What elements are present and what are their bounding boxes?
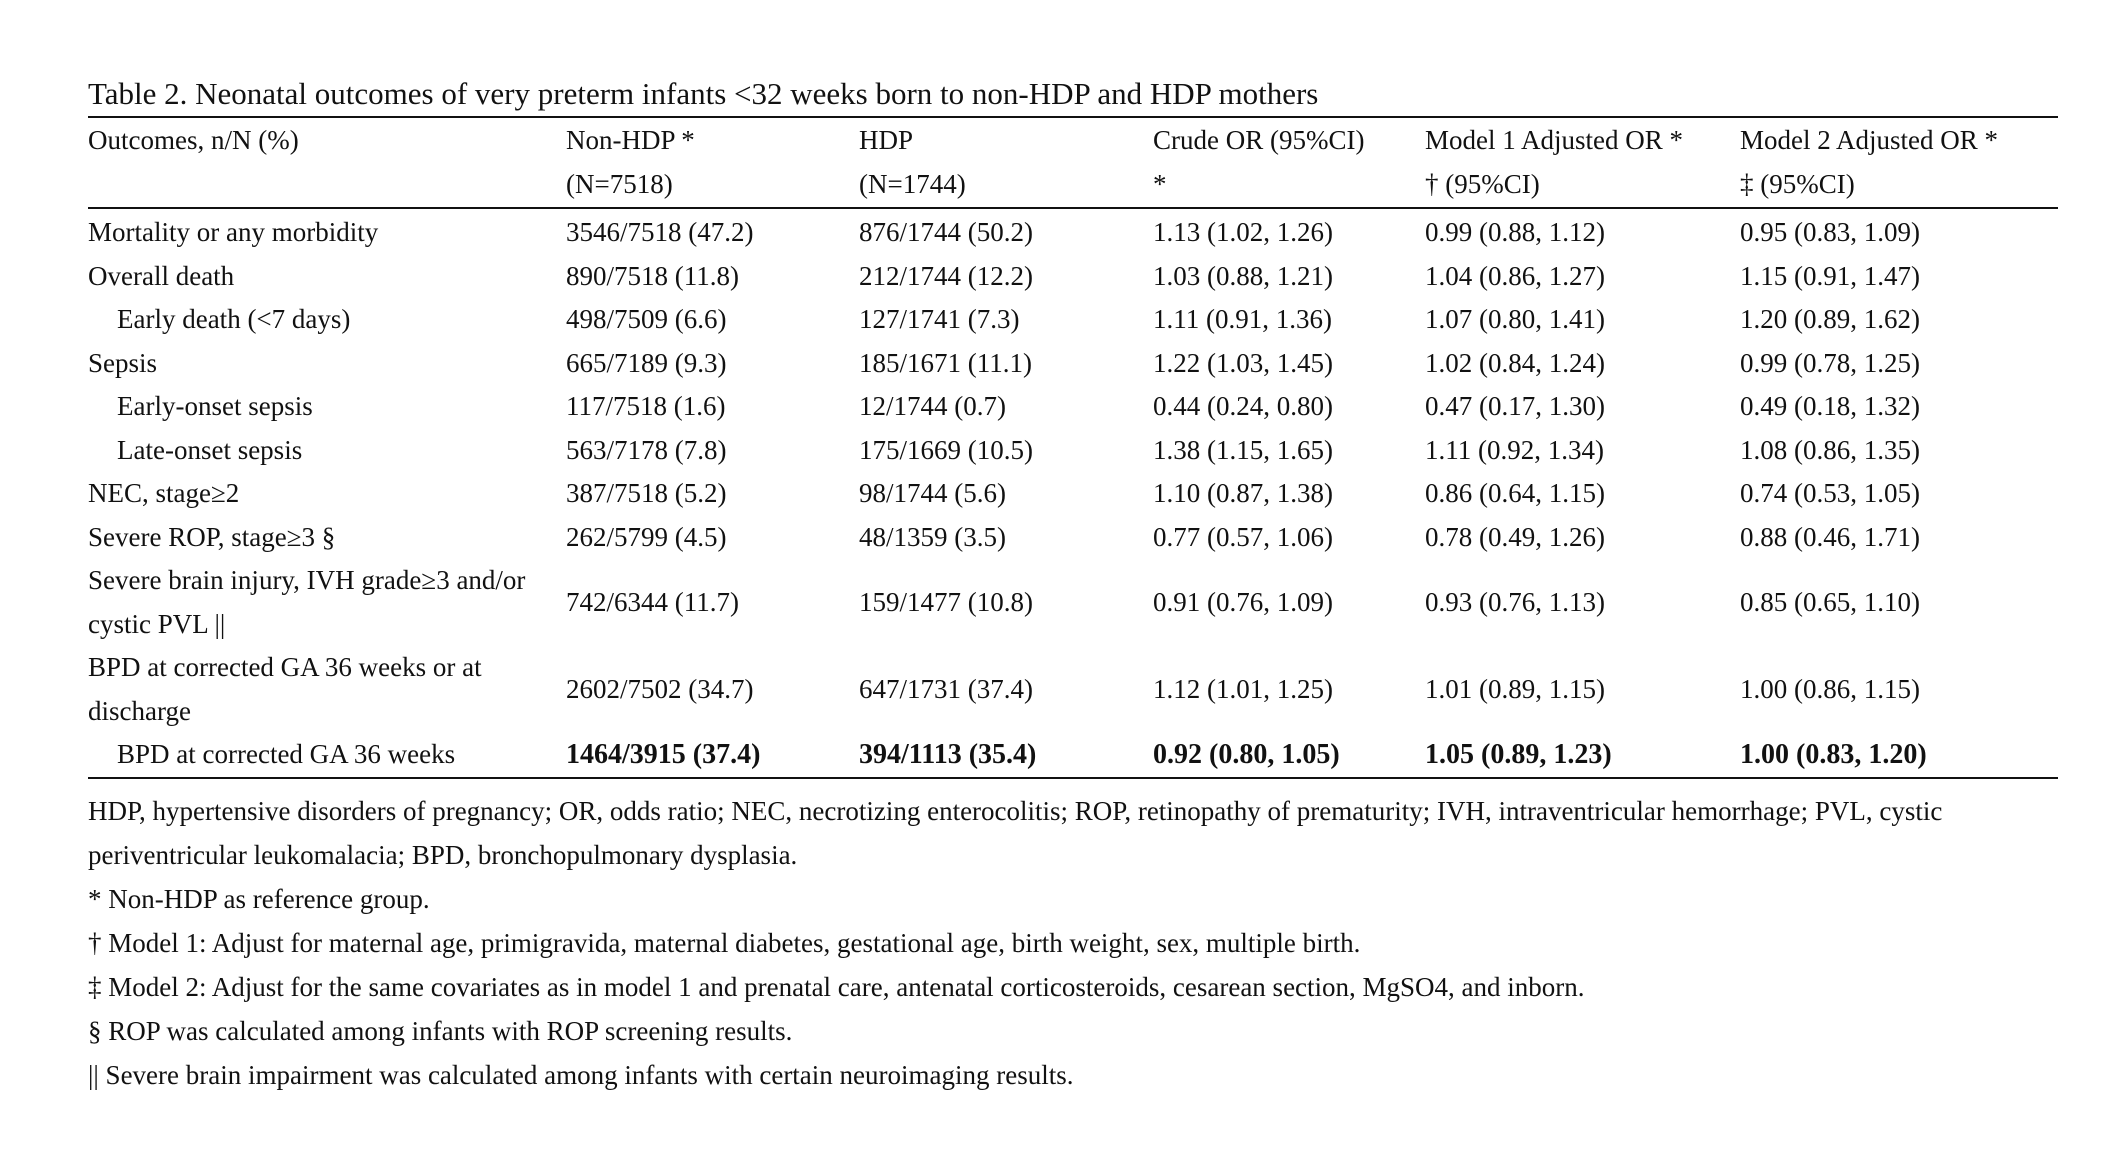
header-hdp: HDP (N=1744)	[859, 125, 966, 199]
non-hdp-value: 890/7518 (11.8)	[566, 260, 739, 291]
outcome-label: Late-onset sepsis	[117, 434, 303, 465]
model1-or-value: 1.02 (0.84, 1.24)	[1425, 347, 1605, 378]
outcome-label: Severe brain injury, IVH grade≥3 and/or …	[88, 565, 526, 639]
crude-or-value: 0.44 (0.24, 0.80)	[1153, 391, 1333, 421]
crude-or-value: 1.38 (1.15, 1.65)	[1153, 434, 1333, 465]
model2-or-value: 0.88 (0.46, 1.71)	[1740, 521, 1920, 552]
model2-or-value: 1.00 (0.83, 1.20)	[1740, 739, 1927, 770]
model2-or-value: 1.20 (0.89, 1.62)	[1740, 304, 1920, 334]
model2-or-value: 1.00 (0.86, 1.15)	[1740, 673, 1920, 704]
model2-or-value: 0.74 (0.53, 1.05)	[1740, 478, 1920, 508]
model1-or-value: 1.04 (0.86, 1.27)	[1425, 260, 1605, 291]
table-footnotes: HDP, hypertensive disorders of pregnancy…	[88, 789, 2058, 1097]
model1-or-value: 0.86 (0.64, 1.15)	[1425, 478, 1605, 508]
table-row: Early-onset sepsis 117/7518 (1.6) 12/174…	[88, 385, 2058, 429]
model1-or-value: 0.99 (0.88, 1.12)	[1425, 217, 1605, 247]
abbreviations-note: HDP, hypertensive disorders of pregnancy…	[88, 795, 1943, 870]
header-model1-or: Model 1 Adjusted OR * † (95%CI)	[1425, 125, 1684, 199]
table-row: Severe brain injury, IVH grade≥3 and/or …	[88, 559, 2058, 646]
non-hdp-value: 3546/7518 (47.2)	[566, 217, 754, 247]
outcome-label: BPD at corrected GA 36 weeks or at disch…	[88, 652, 482, 726]
table-row: Early death (<7 days) 498/7509 (6.6) 127…	[88, 298, 2058, 342]
model1-or-value: 1.11 (0.92, 1.34)	[1425, 434, 1604, 465]
rop-note: § ROP was calculated among infants with …	[88, 1015, 793, 1046]
crude-or-value: 1.10 (0.87, 1.38)	[1153, 478, 1333, 508]
hdp-value: 185/1671 (11.1)	[859, 347, 1032, 378]
model1-or-value: 0.93 (0.76, 1.13)	[1425, 586, 1605, 617]
model2-or-value: 1.15 (0.91, 1.47)	[1740, 260, 1920, 291]
brain-impairment-note: || Severe brain impairment was calculate…	[88, 1059, 1074, 1090]
table-row: NEC, stage≥2 387/7518 (5.2) 98/1744 (5.6…	[88, 472, 2058, 516]
crude-or-value: 1.11 (0.91, 1.36)	[1153, 304, 1332, 334]
non-hdp-value: 563/7178 (7.8)	[566, 434, 727, 465]
crude-or-value: 0.77 (0.57, 1.06)	[1153, 521, 1333, 552]
model2-or-value: 0.99 (0.78, 1.25)	[1740, 347, 1920, 378]
document: Table 2. Neonatal outcomes of very prete…	[88, 72, 2058, 1097]
table-row: Sepsis 665/7189 (9.3) 185/1671 (11.1) 1.…	[88, 342, 2058, 386]
model2-or-value: 0.85 (0.65, 1.10)	[1740, 586, 1920, 617]
header-crude-or: Crude OR (95%CI) *	[1153, 125, 1365, 199]
model1-or-value: 0.78 (0.49, 1.26)	[1425, 521, 1605, 552]
non-hdp-value: 2602/7502 (34.7)	[566, 673, 754, 704]
outcome-label: Mortality or any morbidity	[88, 217, 379, 247]
hdp-value: 647/1731 (37.4)	[859, 673, 1033, 704]
model2-note: ‡ Model 2: Adjust for the same covariate…	[88, 971, 1585, 1002]
model1-or-value: 0.47 (0.17, 1.30)	[1425, 391, 1605, 421]
non-hdp-value: 665/7189 (9.3)	[566, 347, 727, 378]
model1-or-value: 1.05 (0.89, 1.23)	[1425, 739, 1612, 770]
table-row: Mortality or any morbidity 3546/7518 (47…	[88, 208, 2058, 255]
header-model2-or: Model 2 Adjusted OR * ‡ (95%CI)	[1740, 125, 1999, 199]
non-hdp-value: 1464/3915 (37.4)	[566, 739, 761, 770]
model2-or-value: 0.95 (0.83, 1.09)	[1740, 217, 1920, 247]
model1-or-value: 1.07 (0.80, 1.41)	[1425, 304, 1605, 334]
table-row: BPD at corrected GA 36 weeks or at disch…	[88, 646, 2058, 733]
reference-group-note: * Non-HDP as reference group.	[88, 883, 430, 914]
outcome-label: Sepsis	[88, 347, 158, 378]
table-header-row: Outcomes, n/N (%) Non-HDP * (N=7518) HDP…	[88, 117, 2058, 208]
crude-or-value: 0.91 (0.76, 1.09)	[1153, 586, 1333, 617]
non-hdp-value: 742/6344 (11.7)	[566, 586, 739, 617]
non-hdp-value: 498/7509 (6.6)	[566, 304, 727, 334]
hdp-value: 12/1744 (0.7)	[859, 391, 1006, 421]
non-hdp-value: 262/5799 (4.5)	[566, 521, 727, 552]
table-row: Severe ROP, stage≥3 § 262/5799 (4.5) 48/…	[88, 516, 2058, 560]
hdp-value: 127/1741 (7.3)	[859, 304, 1020, 334]
crude-or-value: 0.92 (0.80, 1.05)	[1153, 739, 1340, 770]
table-row: Overall death 890/7518 (11.8) 212/1744 (…	[88, 255, 2058, 299]
table-title: Table 2. Neonatal outcomes of very prete…	[88, 76, 1319, 111]
model2-or-value: 0.49 (0.18, 1.32)	[1740, 391, 1920, 421]
table-row: Late-onset sepsis 563/7178 (7.8) 175/166…	[88, 429, 2058, 473]
outcomes-table: Outcomes, n/N (%) Non-HDP * (N=7518) HDP…	[88, 116, 2058, 779]
table-row: BPD at corrected GA 36 weeks 1464/3915 (…	[88, 733, 2058, 778]
hdp-value: 159/1477 (10.8)	[859, 586, 1033, 617]
hdp-value: 98/1744 (5.6)	[859, 478, 1006, 508]
outcome-label: Early-onset sepsis	[117, 391, 313, 421]
header-non-hdp: Non-HDP * (N=7518)	[566, 125, 695, 199]
hdp-value: 212/1744 (12.2)	[859, 260, 1033, 291]
crude-or-value: 1.13 (1.02, 1.26)	[1153, 217, 1333, 247]
hdp-value: 175/1669 (10.5)	[859, 434, 1033, 465]
outcome-label: Early death (<7 days)	[117, 304, 351, 334]
outcome-label: NEC, stage≥2	[88, 478, 240, 508]
outcome-label: Severe ROP, stage≥3 §	[88, 521, 336, 552]
crude-or-value: 1.12 (1.01, 1.25)	[1153, 673, 1333, 704]
hdp-value: 394/1113 (35.4)	[859, 739, 1037, 770]
outcome-label: Overall death	[88, 260, 235, 291]
header-outcomes: Outcomes, n/N (%)	[88, 125, 299, 155]
non-hdp-value: 387/7518 (5.2)	[566, 478, 727, 508]
hdp-value: 48/1359 (3.5)	[859, 521, 1006, 552]
outcome-label: BPD at corrected GA 36 weeks	[117, 739, 456, 769]
crude-or-value: 1.22 (1.03, 1.45)	[1153, 347, 1333, 378]
model1-note: † Model 1: Adjust for maternal age, prim…	[88, 927, 1361, 958]
hdp-value: 876/1744 (50.2)	[859, 217, 1033, 247]
model1-or-value: 1.01 (0.89, 1.15)	[1425, 673, 1605, 704]
model2-or-value: 1.08 (0.86, 1.35)	[1740, 434, 1920, 465]
non-hdp-value: 117/7518 (1.6)	[566, 391, 726, 421]
crude-or-value: 1.03 (0.88, 1.21)	[1153, 260, 1333, 291]
